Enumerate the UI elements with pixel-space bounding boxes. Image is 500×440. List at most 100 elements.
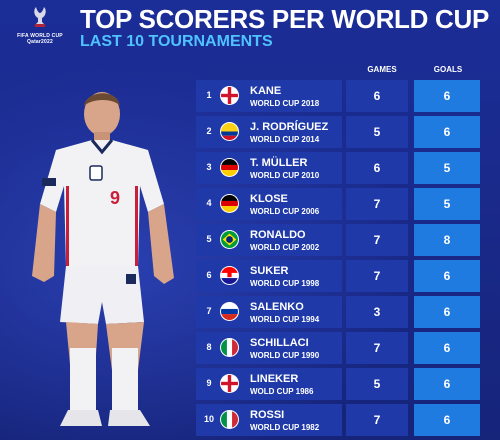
row-player-cell: 5 RONALDO WORLD CUP 2002 (196, 224, 342, 256)
row-player-cell: 4 KLOSE WORLD CUP 2006 (196, 188, 342, 220)
player-name: SUKER (250, 265, 289, 277)
germany-flag-icon (220, 194, 239, 213)
table-row: 5 RONALDO WORLD CUP 2002 7 8 (196, 224, 484, 256)
table-row: 9 LINEKER WOLD CUP 1986 5 6 (196, 368, 484, 400)
row-player-cell: 10 ROSSI WORLD CUP 1982 (196, 404, 342, 436)
games-value: 6 (346, 152, 408, 184)
games-value: 7 (346, 224, 408, 256)
rank-number: 1 (206, 90, 212, 100)
games-value: 5 (346, 368, 408, 400)
germany-flag-graphic (221, 195, 238, 212)
rank-number: 6 (206, 270, 212, 280)
goals-value: 6 (414, 332, 480, 364)
games-column-header: GAMES (367, 65, 397, 74)
rank-number: 10 (203, 414, 214, 424)
table-row: 1 KANE WORLD CUP 2018 6 6 (196, 80, 484, 112)
goals-value: 6 (414, 260, 480, 292)
player-name: ROSSI (250, 409, 285, 421)
row-player-cell: 8 SCHILLACI WORLD CUP 1990 (196, 332, 342, 364)
scorers-table: 1 KANE WORLD CUP 2018 6 6 2 J. RODRÍGUEZ WORLD … (196, 80, 484, 440)
italy-flag-graphic (221, 339, 238, 356)
croatia-flag-icon (220, 266, 239, 285)
world-cup-year: WORLD CUP 2006 (250, 207, 320, 216)
goals-value: 6 (414, 368, 480, 400)
rank-number: 9 (206, 378, 212, 388)
rank-number: 5 (206, 234, 212, 244)
row-player-cell: 2 J. RODRÍGUEZ WORLD CUP 2014 (196, 116, 342, 148)
goals-column-header: GOALS (433, 65, 463, 74)
world-cup-year: WORLD CUP 1998 (250, 279, 320, 288)
games-value: 5 (346, 116, 408, 148)
world-cup-year: WORLD CUP 2018 (250, 99, 320, 108)
player-name: KLOSE (250, 193, 288, 205)
germany-flag-icon (220, 158, 239, 177)
games-value: 7 (346, 188, 408, 220)
brazil-flag-graphic (221, 231, 238, 248)
goals-value: 8 (414, 224, 480, 256)
table-row: 8 SCHILLACI WORLD CUP 1990 7 6 (196, 332, 484, 364)
goals-value: 6 (414, 296, 480, 328)
table-row: 4 KLOSE WORLD CUP 2006 7 5 (196, 188, 484, 220)
world-cup-year: WORLD CUP 2002 (250, 243, 320, 252)
world-cup-logo: FIFA WORLD CUP Qatar2022 (12, 6, 68, 48)
russia-flag-icon (220, 302, 239, 321)
rank-number: 8 (206, 342, 212, 352)
row-player-cell: 3 T. MÜLLER WORLD CUP 2010 (196, 152, 342, 184)
page-subtitle: LAST 10 TOURNAMENTS (80, 33, 273, 50)
goals-value: 6 (414, 116, 480, 148)
page-title: TOP SCORERS PER WORLD CUP (80, 4, 490, 34)
goals-value: 6 (414, 80, 480, 112)
games-value: 7 (346, 332, 408, 364)
table-row: 10 ROSSI WORLD CUP 1982 7 6 (196, 404, 484, 436)
trophy-icon (34, 7, 46, 27)
row-player-cell: 1 KANE WORLD CUP 2018 (196, 80, 342, 112)
england-flag-graphic (221, 87, 238, 104)
brazil-flag-icon (220, 230, 239, 249)
games-value: 7 (346, 260, 408, 292)
games-value: 7 (346, 404, 408, 436)
goals-value: 6 (414, 404, 480, 436)
russia-flag-graphic (221, 303, 238, 320)
rank-number: 4 (206, 198, 212, 208)
player-name: SALENKO (250, 301, 304, 313)
player-name: J. RODRÍGUEZ (250, 121, 329, 133)
italy-flag-graphic (221, 411, 238, 428)
games-value: 6 (346, 80, 408, 112)
world-cup-year: WOLD CUP 1986 (250, 387, 314, 396)
world-cup-year: WORLD CUP 1994 (250, 315, 320, 324)
row-player-cell: 6 SUKER WORLD CUP 1998 (196, 260, 342, 292)
player-name: KANE (250, 85, 282, 97)
italy-flag-icon (220, 410, 239, 429)
shirt-number: 9 (110, 188, 120, 208)
player-illustration: 9 (32, 92, 174, 426)
world-cup-year: WORLD CUP 1990 (250, 351, 320, 360)
colombia-flag-graphic (221, 123, 238, 140)
colombia-flag-icon (220, 122, 239, 141)
goals-value: 5 (414, 152, 480, 184)
england-flag-icon (220, 86, 239, 105)
row-player-cell: 7 SALENKO WORLD CUP 1994 (196, 296, 342, 328)
table-row: 2 J. RODRÍGUEZ WORLD CUP 2014 5 6 (196, 116, 484, 148)
games-value: 3 (346, 296, 408, 328)
player-name: T. MÜLLER (250, 157, 308, 169)
player-name: LINEKER (250, 373, 299, 385)
world-cup-year: WORLD CUP 2010 (250, 171, 320, 180)
england-flag-graphic (221, 375, 238, 392)
rank-number: 7 (206, 306, 212, 316)
rank-number: 3 (206, 162, 212, 172)
germany-flag-graphic (221, 159, 238, 176)
italy-flag-icon (220, 338, 239, 357)
player-name: RONALDO (250, 229, 306, 241)
croatia-flag-graphic (221, 267, 238, 284)
table-row: 3 T. MÜLLER WORLD CUP 2010 6 5 (196, 152, 484, 184)
logo-line1: FIFA WORLD CUP (17, 33, 63, 39)
logo-line2: Qatar2022 (27, 39, 53, 45)
rank-number: 2 (206, 126, 212, 136)
table-row: 7 SALENKO WORLD CUP 1994 3 6 (196, 296, 484, 328)
world-cup-year: WORLD CUP 2014 (250, 135, 320, 144)
goals-value: 5 (414, 188, 480, 220)
world-cup-year: WORLD CUP 1982 (250, 423, 320, 432)
player-name: SCHILLACI (250, 337, 309, 349)
england-flag-icon (220, 374, 239, 393)
table-row: 6 SUKER WORLD CUP 1998 7 6 (196, 260, 484, 292)
